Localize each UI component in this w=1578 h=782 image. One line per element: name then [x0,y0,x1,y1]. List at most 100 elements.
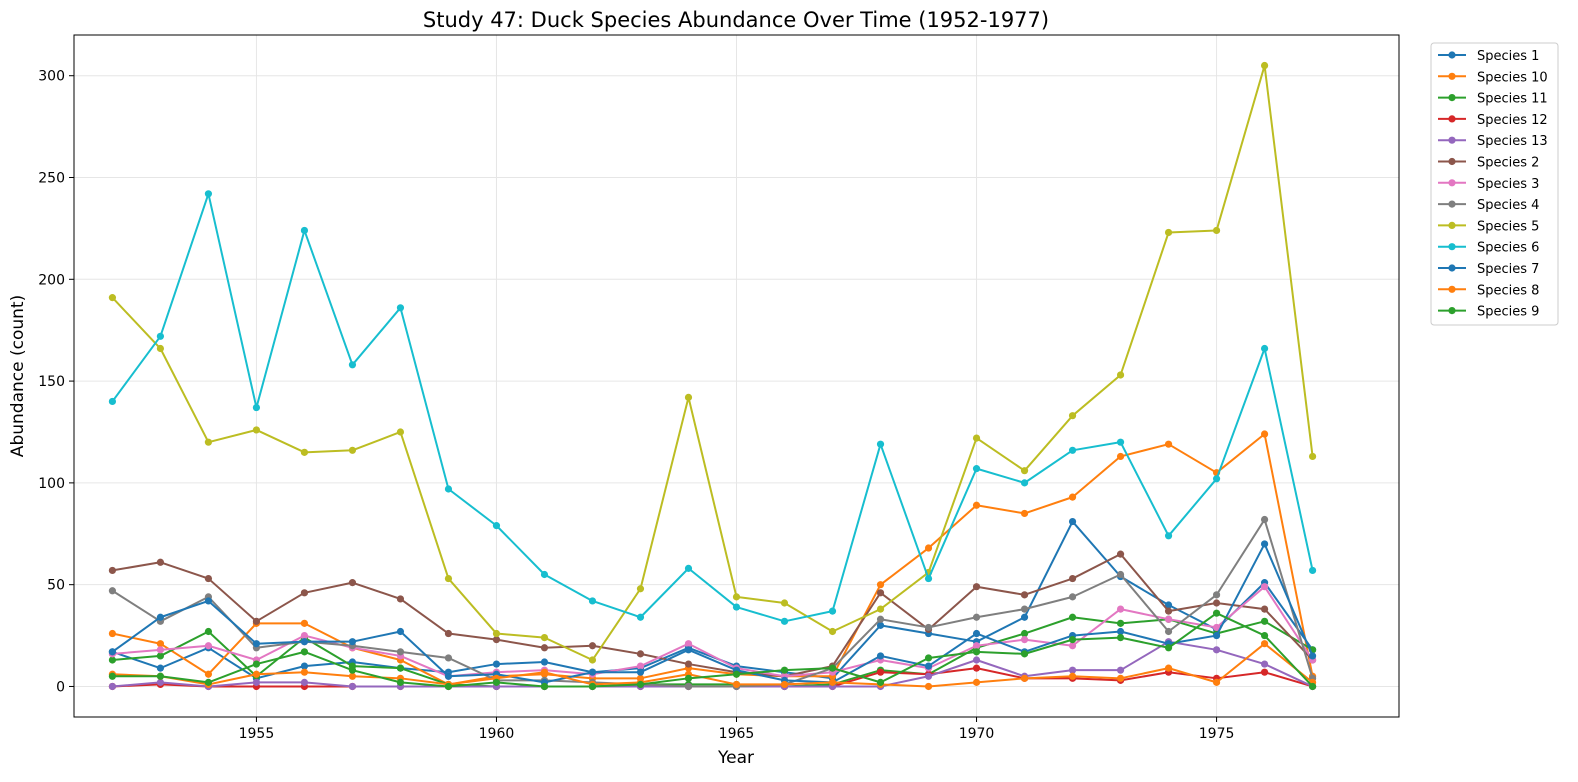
data-point-species-7 [156,613,165,621]
data-point-species-5 [1212,226,1221,235]
data-point-species-3 [1068,642,1077,650]
data-point-species-6 [684,564,693,572]
data-point-species-5 [780,599,789,607]
data-point-species-8 [252,670,261,678]
data-point-species-9 [588,682,597,691]
y-tick-label: 150 [38,374,65,390]
legend-entry-species-5: Species 5 [1438,219,1539,234]
data-point-species-7 [396,627,405,636]
data-point-species-13 [348,682,357,691]
data-point-species-4 [108,587,117,595]
data-point-species-9 [444,682,453,691]
legend-marker-species-13 [1448,136,1456,144]
data-point-species-9 [252,660,261,668]
data-point-species-2 [684,660,693,668]
data-point-species-9 [108,672,117,680]
data-point-species-13 [108,682,117,691]
data-point-species-10 [300,619,309,627]
data-point-species-4 [684,682,693,691]
data-point-species-13 [156,678,165,686]
data-point-species-6 [972,465,981,473]
data-point-species-9 [348,666,357,674]
data-point-species-8 [1260,640,1269,648]
data-point-species-1 [876,621,885,629]
data-point-species-2 [1164,607,1173,615]
data-point-species-1 [492,660,501,668]
data-point-species-13 [1260,660,1269,668]
data-point-species-9 [396,678,405,686]
data-point-species-3 [636,662,645,670]
x-tick-label: 1975 [1199,726,1235,742]
legend-entry-species-8: Species 8 [1438,283,1539,298]
y-tick-label: 250 [38,171,65,187]
data-point-species-10 [1068,493,1077,501]
data-point-species-8 [972,678,981,686]
data-point-species-3 [972,642,981,650]
legend-label-species-3: Species 3 [1477,177,1539,192]
data-point-species-4 [972,613,981,621]
data-point-species-4 [1212,591,1221,599]
data-point-species-5 [1068,412,1077,420]
data-point-species-6 [252,403,261,412]
data-point-species-1 [1164,601,1173,609]
data-point-species-5 [300,448,309,456]
data-point-species-5 [156,344,165,353]
data-point-species-6 [1020,479,1029,487]
data-point-species-6 [1116,438,1125,446]
data-point-species-5 [732,593,741,601]
data-point-species-10 [156,640,165,648]
data-point-species-2 [588,642,597,650]
data-point-species-5 [636,585,645,593]
legend-entry-species-10: Species 10 [1438,70,1548,85]
data-point-species-2 [1020,591,1029,599]
data-point-species-6 [204,190,213,198]
data-point-species-9 [1164,644,1173,652]
legend-marker-species-8 [1448,285,1456,293]
data-point-species-8 [1212,678,1221,686]
legend-entry-species-11: Species 11 [1438,92,1548,107]
data-point-species-9 [156,672,165,680]
y-tick-label: 0 [56,679,65,695]
data-point-species-2 [204,574,213,583]
data-point-species-11 [1260,617,1269,625]
data-point-species-13 [972,656,981,664]
data-point-species-3 [1020,636,1029,644]
data-point-species-5 [876,605,885,613]
data-point-species-7 [1116,627,1125,636]
data-point-species-9 [972,648,981,656]
data-point-species-13 [300,678,309,686]
data-point-species-9 [300,648,309,656]
data-point-species-8 [828,678,837,686]
data-point-species-2 [1116,550,1125,558]
data-point-species-11 [1068,613,1077,621]
y-tick-label: 100 [38,476,65,492]
grid-layer [74,35,1399,717]
data-point-species-1 [300,662,309,670]
data-point-species-11 [1020,629,1029,638]
data-point-species-4 [1116,570,1125,579]
data-point-species-2 [972,583,981,591]
data-point-species-10 [204,670,213,678]
data-point-species-9 [780,666,789,674]
legend-marker-species-9 [1448,307,1456,315]
data-point-species-9 [492,678,501,686]
legend-label-species-7: Species 7 [1477,262,1539,277]
data-point-species-8 [780,680,789,689]
data-point-species-6 [300,226,309,235]
data-point-species-7 [348,638,357,646]
data-point-species-10 [1020,509,1029,518]
legend-label-species-9: Species 9 [1477,305,1539,320]
data-point-species-6 [492,522,501,530]
data-point-species-9 [1308,682,1317,691]
data-point-species-10 [924,544,933,552]
legend-frame [1430,42,1559,326]
data-point-species-6 [156,332,165,340]
series-line-species-8 [112,642,1314,688]
data-point-species-13 [1116,666,1125,674]
data-point-species-5 [972,434,981,442]
data-point-species-6 [348,361,357,369]
legend-entry-species-9: Species 9 [1438,305,1539,320]
data-point-species-7 [684,646,693,654]
data-point-species-6 [1068,446,1077,454]
data-point-species-11 [396,664,405,672]
